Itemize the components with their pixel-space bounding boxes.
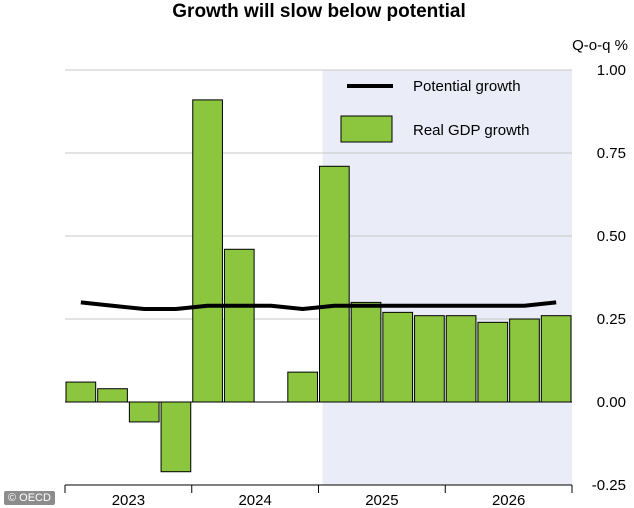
bar-real-gdp-8 <box>287 371 318 403</box>
y-tick-label: 1.00 <box>597 62 626 79</box>
legend: Potential growth Real GDP growth <box>340 78 529 143</box>
y-tick-label: 0.00 <box>597 394 626 411</box>
legend-real-swatch <box>340 115 393 143</box>
legend-potential-label: Potential growth <box>413 78 521 95</box>
x-year-label: 2026 <box>492 492 525 508</box>
x-year-label: 2023 <box>112 492 145 508</box>
bar-real-gdp-9 <box>319 165 350 403</box>
bar-real-gdp-10 <box>350 301 382 403</box>
bar-real-gdp-11 <box>382 311 414 403</box>
bar-real-gdp-2 <box>97 388 128 403</box>
y-tick-label: 0.50 <box>597 228 626 245</box>
oecd-credit: © OECD <box>4 491 55 505</box>
bar-real-gdp-1 <box>65 381 97 403</box>
line-potential-growth <box>80 300 557 312</box>
x-year-label: 2025 <box>365 492 398 508</box>
y-tick-label: 0.75 <box>597 145 626 162</box>
bar-real-gdp-6 <box>223 248 255 403</box>
y-tick-label: 0.25 <box>597 311 626 328</box>
bar-real-gdp-16 <box>540 315 572 403</box>
legend-real-label: Real GDP growth <box>413 122 529 139</box>
y-axis-unit: Q-o-q % <box>572 37 628 54</box>
bar-real-gdp-15 <box>509 318 540 403</box>
bar-real-gdp-5 <box>192 99 223 403</box>
bar-real-gdp-12 <box>414 315 445 403</box>
plot-area: 1.00 0.75 0.50 0.25 0.00 -0.25 2023 2024 2025 202… <box>64 62 626 508</box>
bar-real-gdp-4 <box>160 401 192 473</box>
bar-real-gdp-13 <box>445 315 477 403</box>
x-year-label: 2024 <box>238 492 271 508</box>
y-tick-label: -0.25 <box>592 477 626 494</box>
bar-real-gdp-14 <box>477 321 509 403</box>
chart-title: Growth will slow below potential <box>172 1 465 22</box>
bar-real-gdp-3 <box>128 401 160 423</box>
